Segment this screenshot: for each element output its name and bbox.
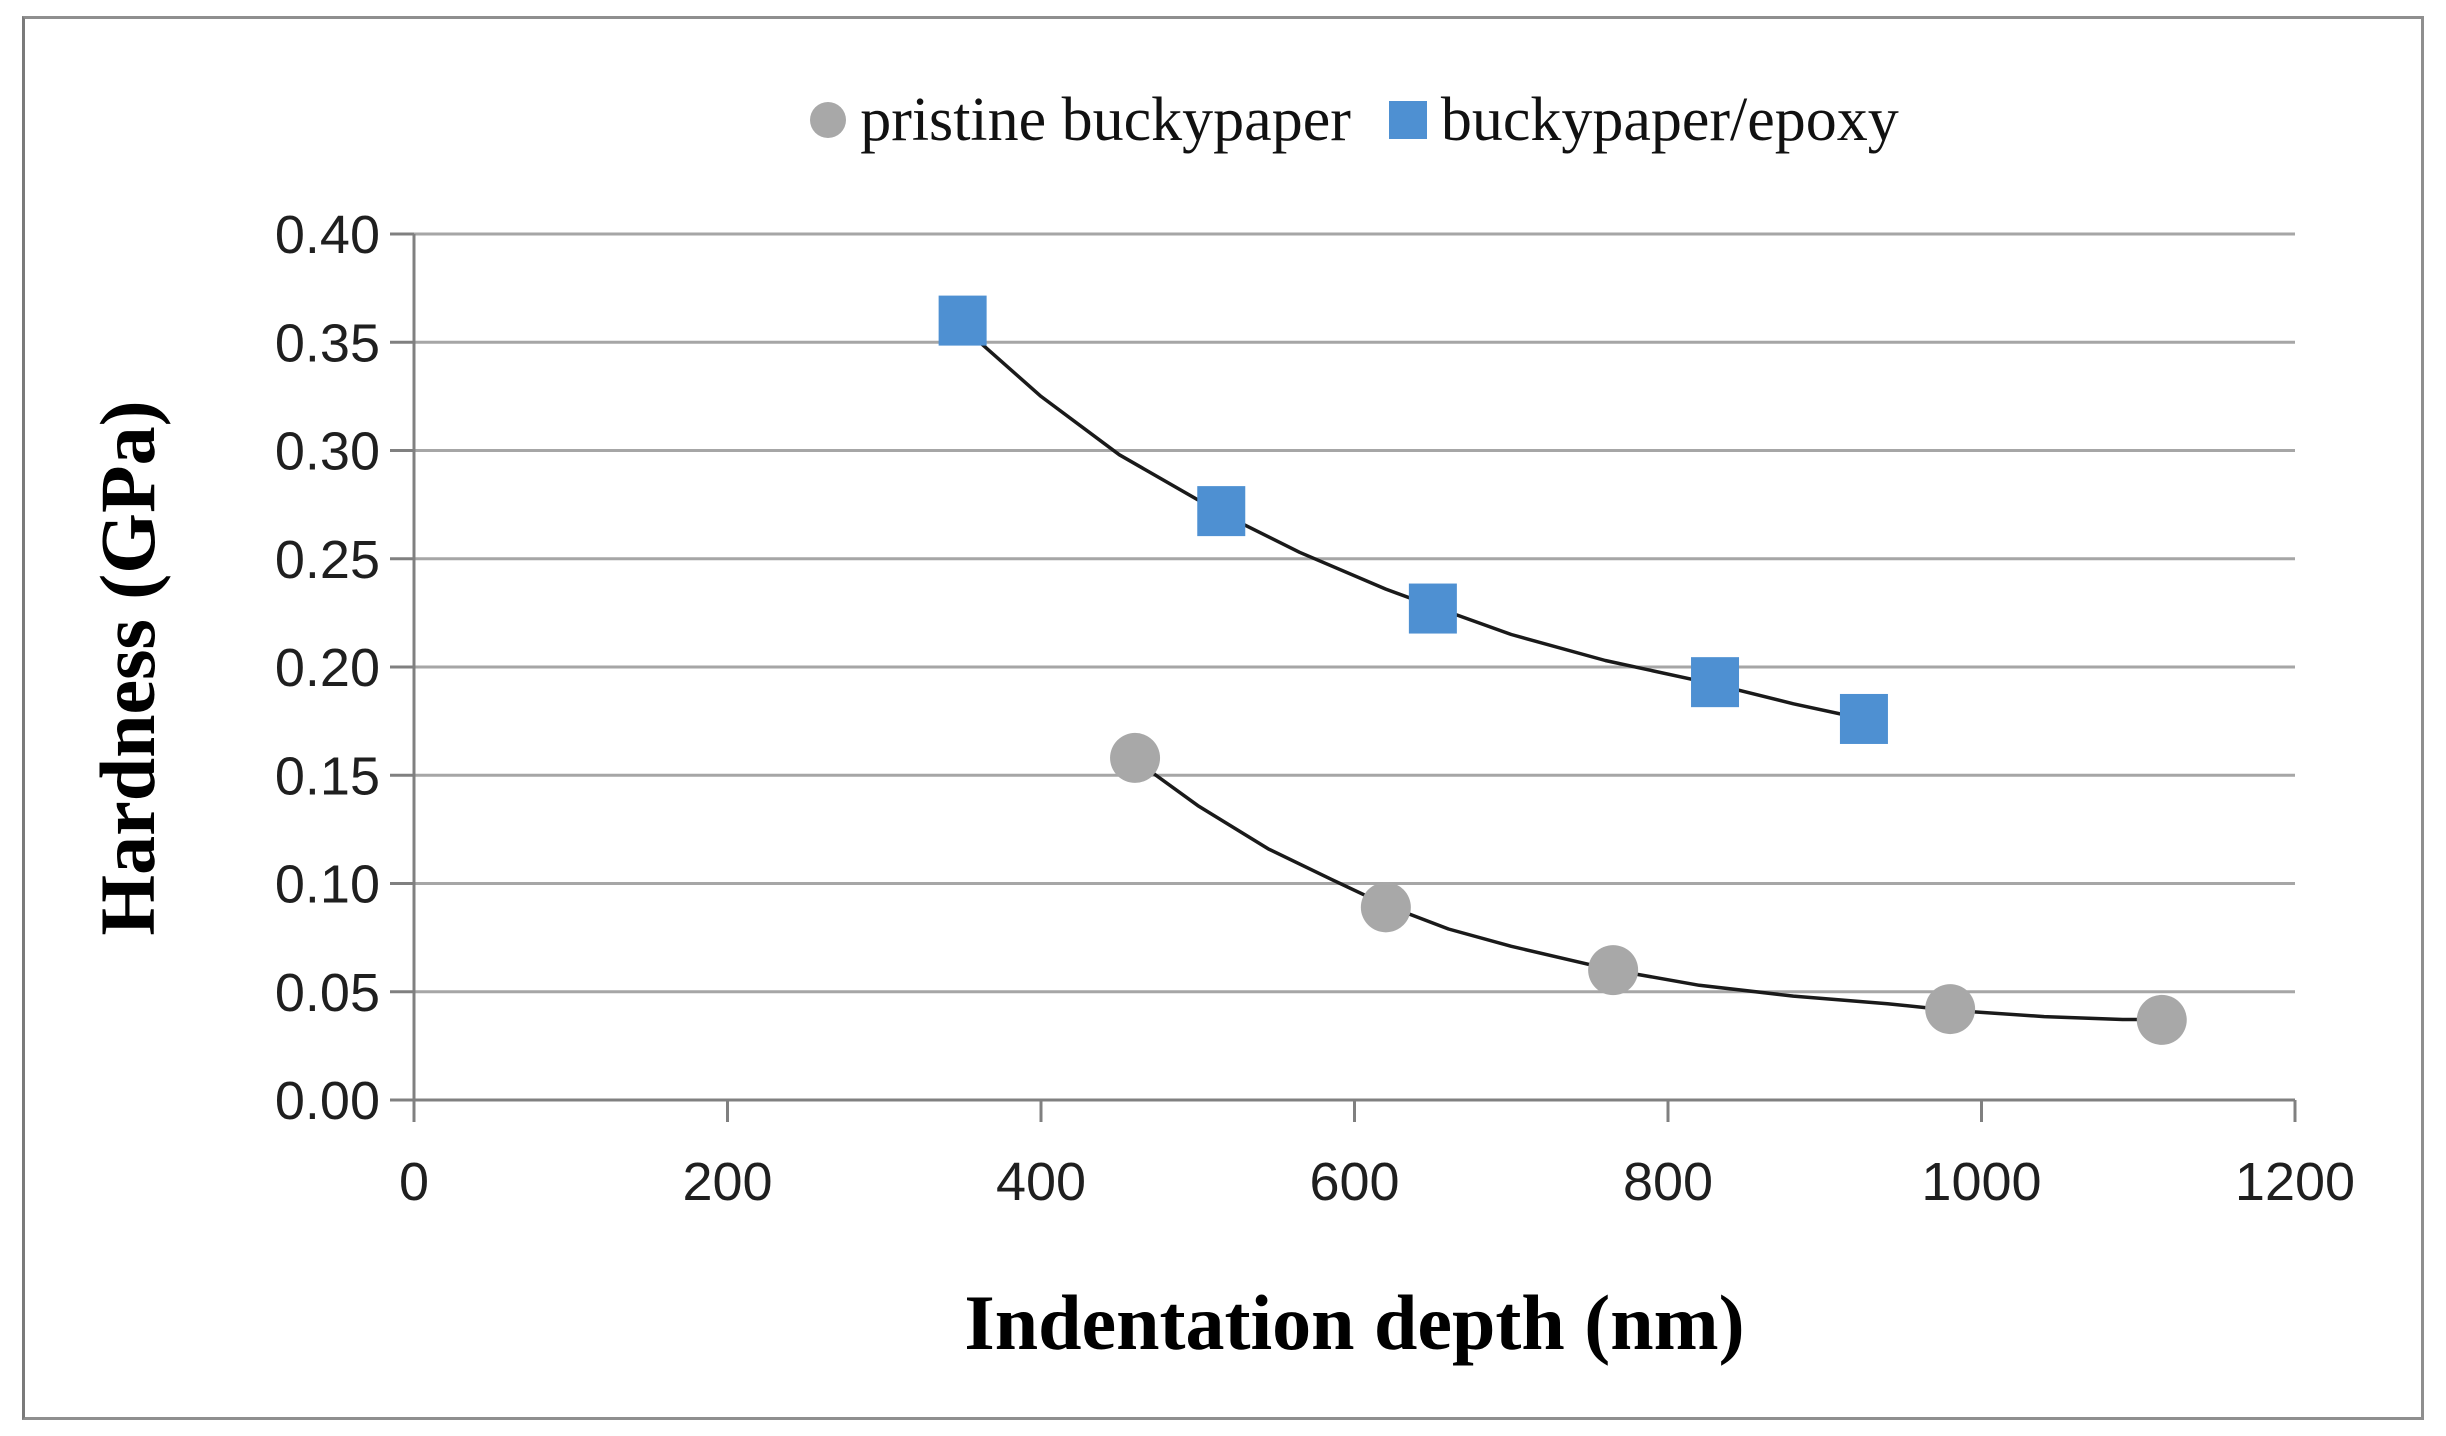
x-tick-label: 400 bbox=[996, 1152, 1086, 1212]
legend-label: pristine buckypaper bbox=[860, 85, 1351, 154]
legend-item-pristine-buckypaper: pristine buckypaper bbox=[810, 85, 1351, 156]
y-tick-label: 0.35 bbox=[275, 313, 380, 373]
y-axis-title: Hardness (GPa) bbox=[84, 400, 171, 936]
y-tick-label: 0.40 bbox=[275, 205, 380, 265]
x-axis-title: Indentation depth (nm) bbox=[964, 1279, 1745, 1366]
marker-pristine-buckypaper bbox=[1925, 984, 1976, 1035]
legend-circle-marker-icon bbox=[810, 102, 847, 138]
y-tick-label: 0.05 bbox=[275, 963, 380, 1023]
marker-pristine-buckypaper bbox=[1110, 732, 1161, 783]
x-tick-label: 0 bbox=[399, 1152, 429, 1212]
y-tick-label: 0.15 bbox=[275, 746, 380, 806]
marker-pristine-buckypaper bbox=[2136, 994, 2187, 1045]
y-tick-label: 0.30 bbox=[275, 422, 380, 482]
marker-pristine-buckypaper bbox=[1588, 945, 1639, 996]
marker-buckypaper-epoxy bbox=[938, 295, 987, 346]
legend-label: buckypaper/epoxy bbox=[1440, 85, 1899, 154]
marker-buckypaper-epoxy bbox=[1691, 657, 1740, 708]
legend-square-marker-icon bbox=[1388, 101, 1427, 139]
x-tick-label: 800 bbox=[1623, 1152, 1713, 1212]
marker-buckypaper-epoxy bbox=[1408, 583, 1457, 634]
y-tick-label: 0.20 bbox=[275, 638, 380, 698]
y-tick-label: 0.00 bbox=[275, 1071, 380, 1131]
x-tick-label: 200 bbox=[682, 1152, 772, 1212]
marker-buckypaper-epoxy bbox=[1839, 693, 1888, 744]
marker-pristine-buckypaper bbox=[1360, 882, 1411, 933]
y-tick-label: 0.25 bbox=[275, 530, 380, 590]
legend-item-buckypaper-epoxy: buckypaper/epoxy bbox=[1388, 85, 1899, 156]
x-tick-label: 600 bbox=[1309, 1152, 1399, 1212]
x-tick-label: 1200 bbox=[2235, 1152, 2355, 1212]
x-tick-label: 1000 bbox=[1921, 1152, 2041, 1212]
y-tick-label: 0.10 bbox=[275, 855, 380, 915]
chart-legend: pristine buckypaper buckypaper/epoxy bbox=[414, 68, 2295, 172]
marker-buckypaper-epoxy bbox=[1197, 486, 1246, 537]
trendline-pristine-buckypaper bbox=[1133, 758, 2164, 1022]
